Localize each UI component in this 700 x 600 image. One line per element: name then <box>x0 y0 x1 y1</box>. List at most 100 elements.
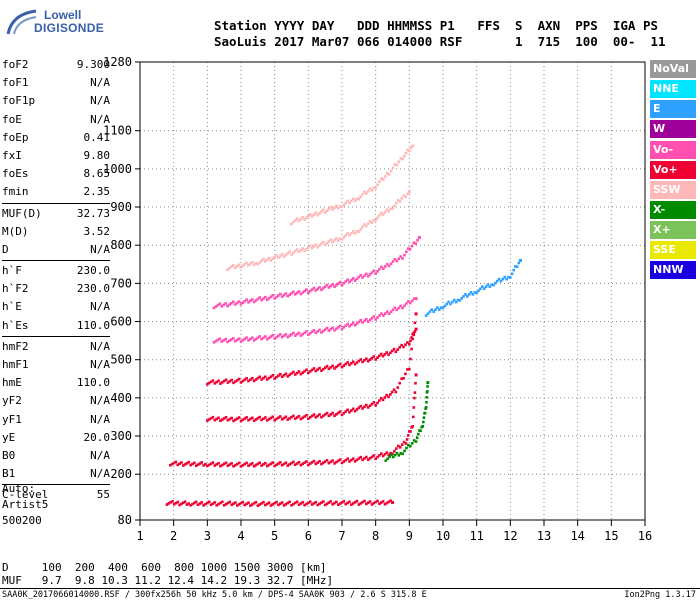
data-point <box>361 458 364 462</box>
data-point <box>469 291 473 294</box>
data-point <box>247 501 250 505</box>
data-point <box>378 502 381 506</box>
data-point <box>336 364 340 367</box>
data-point <box>271 294 275 297</box>
data-point <box>396 444 400 448</box>
data-point <box>374 457 377 461</box>
data-point <box>293 219 297 222</box>
data-point <box>353 460 357 463</box>
data-point <box>214 339 218 343</box>
data-point <box>383 452 387 456</box>
data-point <box>497 277 501 281</box>
data-point <box>331 411 334 415</box>
y-tick-label: 1000 <box>103 162 132 176</box>
data-point <box>213 382 217 385</box>
data-point <box>235 301 239 305</box>
data-point <box>353 199 357 203</box>
data-point <box>340 237 344 241</box>
data-point <box>404 442 408 445</box>
data-point <box>323 328 327 331</box>
data-point <box>344 362 348 366</box>
data-point <box>359 273 363 277</box>
data-point <box>299 248 303 252</box>
data-point <box>348 500 351 504</box>
data-point <box>327 329 331 332</box>
data-point <box>312 502 316 505</box>
data-point <box>380 265 383 269</box>
data-point <box>230 378 233 382</box>
data-point <box>224 337 227 341</box>
data-point <box>176 463 180 467</box>
data-point <box>273 337 276 340</box>
data-point <box>265 502 269 506</box>
data-point <box>290 253 293 256</box>
data-point <box>340 365 344 369</box>
data-point <box>297 250 301 254</box>
data-point <box>320 369 323 372</box>
data-point <box>397 306 401 310</box>
data-point <box>376 270 379 273</box>
param-name: h`E <box>2 300 22 314</box>
data-point <box>209 503 213 507</box>
data-point <box>368 318 372 322</box>
data-point <box>327 286 331 289</box>
data-point <box>245 461 248 465</box>
data-point <box>336 326 340 329</box>
data-point <box>301 416 305 420</box>
data-point <box>260 418 263 422</box>
data-point <box>312 367 316 370</box>
data-point <box>316 461 319 464</box>
data-point <box>284 372 288 376</box>
data-point <box>320 331 323 334</box>
header-values: SaoLuis 2017 Mar07 066 014000 RSF 1 715 … <box>214 34 666 49</box>
data-point <box>280 375 284 379</box>
data-point <box>374 404 377 407</box>
data-point <box>336 282 340 285</box>
data-point <box>288 373 291 377</box>
data-point <box>363 223 366 226</box>
data-point <box>357 275 361 279</box>
param-row: foE N/A <box>2 111 110 129</box>
data-point <box>357 406 361 410</box>
param-row: hmE 110.0 <box>2 374 110 392</box>
data-point <box>215 417 218 421</box>
data-point <box>439 306 443 309</box>
data-point <box>401 157 404 161</box>
y-tick-label: 700 <box>110 276 132 290</box>
data-point <box>256 336 260 340</box>
data-point <box>342 364 346 367</box>
data-point <box>264 335 267 338</box>
data-point <box>331 240 334 244</box>
data-point <box>514 265 517 268</box>
data-point <box>277 294 280 297</box>
data-point <box>204 462 207 466</box>
data-point <box>365 317 368 321</box>
data-point <box>252 379 256 383</box>
data-point <box>413 330 417 333</box>
data-point <box>290 291 293 295</box>
data-point <box>403 253 406 257</box>
data-point <box>342 282 346 285</box>
data-point <box>404 343 407 347</box>
x-tick-label: 6 <box>305 529 312 543</box>
data-point <box>445 302 449 306</box>
data-point <box>353 500 357 504</box>
param-name: foF2 <box>2 58 29 71</box>
data-point <box>323 460 327 463</box>
param-row: h`F 230.0 <box>2 262 110 280</box>
data-point <box>395 308 399 312</box>
data-point <box>378 214 381 217</box>
data-point <box>365 357 368 361</box>
data-point <box>262 376 265 380</box>
data-point <box>273 377 276 380</box>
data-point <box>407 299 410 303</box>
data-point <box>361 276 364 279</box>
data-point <box>394 390 398 394</box>
data-point <box>393 204 396 208</box>
data-point <box>363 405 366 409</box>
data-point <box>249 378 252 381</box>
data-point <box>344 201 348 205</box>
data-point <box>409 430 412 433</box>
data-point <box>411 144 415 148</box>
data-point <box>363 190 366 194</box>
